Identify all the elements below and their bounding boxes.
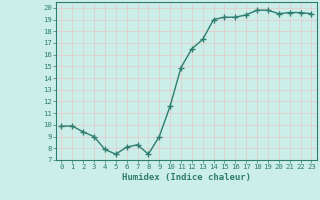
X-axis label: Humidex (Indice chaleur): Humidex (Indice chaleur) [122, 173, 251, 182]
